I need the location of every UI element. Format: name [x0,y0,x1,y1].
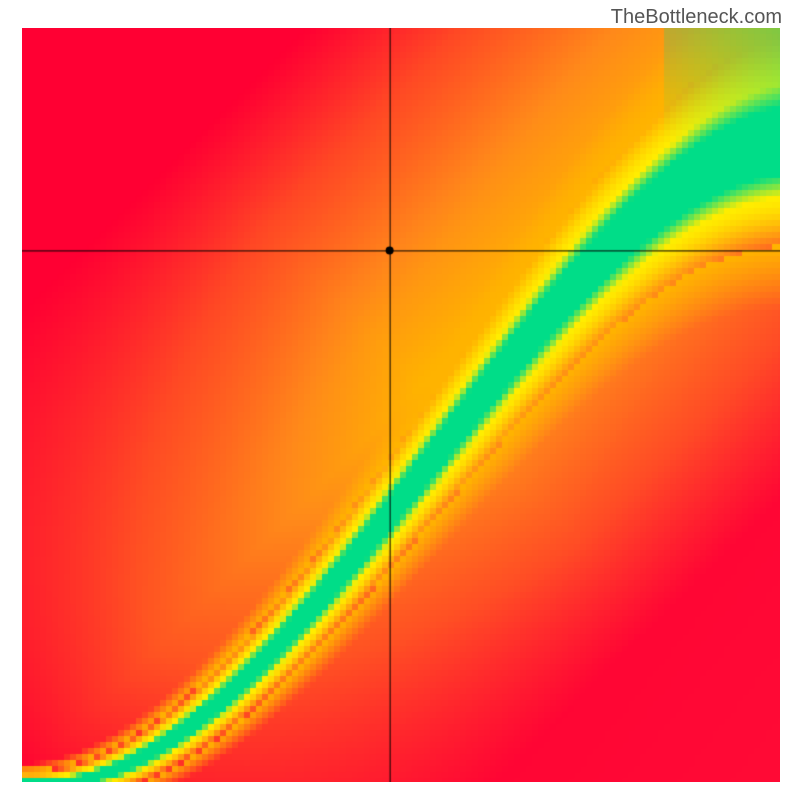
watermark-text: TheBottleneck.com [611,6,782,29]
heatmap-canvas [22,28,780,782]
bottleneck-heatmap [22,28,780,782]
